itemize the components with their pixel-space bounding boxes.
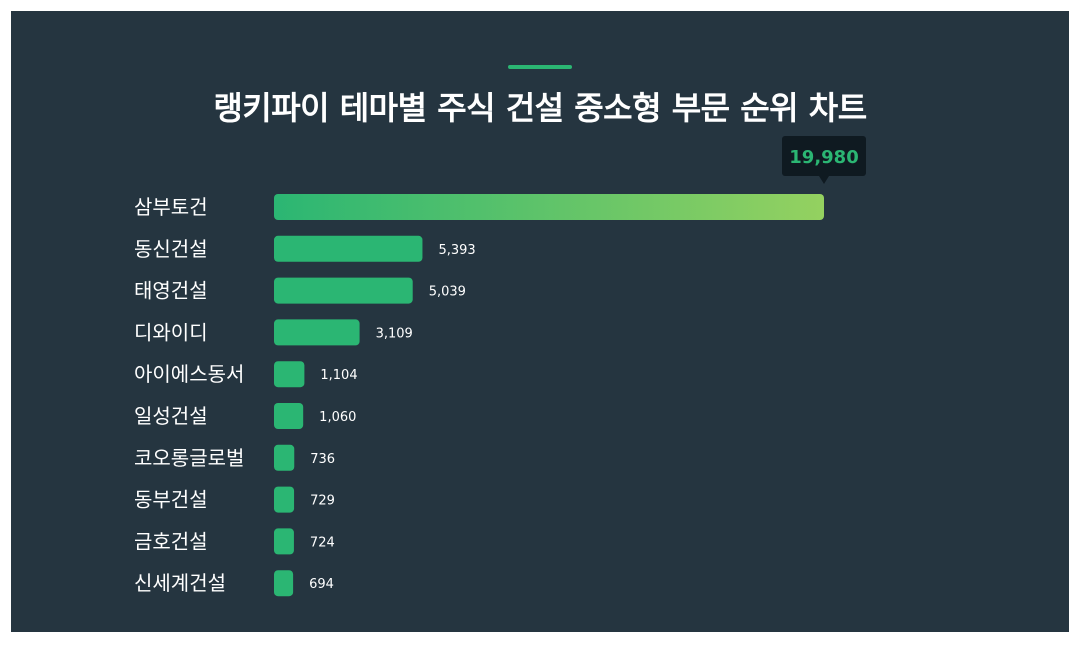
category-label: 신세계건설 <box>134 571 226 595</box>
bar[interactable] <box>274 319 360 346</box>
category-label: 디와이디 <box>134 320 208 344</box>
category-label: 삼부토건 <box>134 195 208 219</box>
bar[interactable] <box>274 194 824 220</box>
category-label: 코오롱글로벌 <box>134 446 244 470</box>
value-tooltip <box>782 136 866 176</box>
bar[interactable] <box>274 235 423 262</box>
value-label: 5,393 <box>438 243 475 258</box>
tooltip-arrow <box>819 176 829 184</box>
bar[interactable] <box>274 361 305 388</box>
title-accent-line <box>508 65 572 69</box>
category-label: 동부건설 <box>134 488 208 512</box>
chart-panel: 랭키파이 테마별 주식 건설 중소형 부문 순위 차트 <box>11 11 1069 632</box>
value-label: 729 <box>310 494 335 509</box>
bar[interactable] <box>274 486 295 513</box>
category-label: 동신건설 <box>134 237 208 261</box>
value-label: 19,980 <box>789 147 858 168</box>
value-label: 3,109 <box>376 326 413 341</box>
value-label: 724 <box>310 535 335 550</box>
bar[interactable] <box>274 528 294 555</box>
category-label: 일성건설 <box>134 404 208 428</box>
category-label: 금호건설 <box>134 529 208 553</box>
bar[interactable] <box>274 403 304 429</box>
bar[interactable] <box>274 570 294 597</box>
value-label: 736 <box>310 452 335 467</box>
category-label: 태영건설 <box>134 279 208 303</box>
value-label: 694 <box>309 577 334 592</box>
value-label: 5,039 <box>429 285 466 300</box>
bar[interactable] <box>274 277 413 304</box>
bar[interactable] <box>274 444 295 471</box>
category-label: 아이에스동서 <box>134 362 244 386</box>
value-label: 1,104 <box>320 368 357 383</box>
value-label: 1,060 <box>319 410 356 425</box>
chart-title: 랭키파이 테마별 주식 건설 중소형 부문 순위 차트 <box>213 89 867 127</box>
